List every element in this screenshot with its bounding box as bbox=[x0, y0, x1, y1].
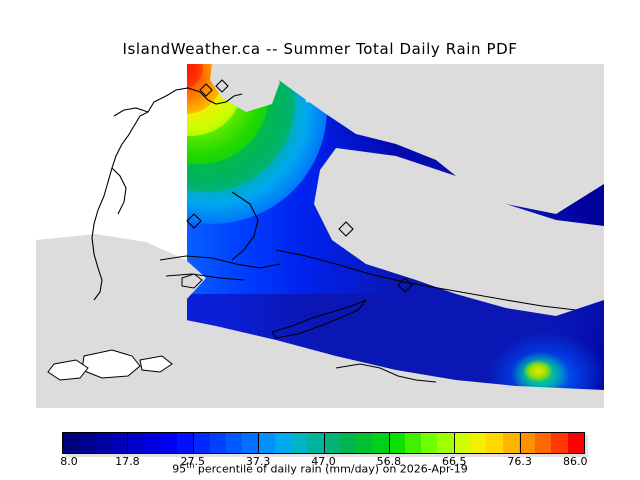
colorbar[interactable] bbox=[62, 432, 588, 457]
colorbar-caption: 95th percentile of daily rain (mm/day) o… bbox=[0, 461, 640, 476]
lake-southwest-a bbox=[81, 349, 141, 379]
colorbar-band-23 bbox=[437, 433, 454, 453]
colorbar-band-20 bbox=[388, 433, 405, 453]
colorbar-band-10 bbox=[225, 433, 243, 453]
colorbar-tick-2 bbox=[193, 432, 194, 454]
colorbar-band-12 bbox=[258, 433, 275, 453]
colorbar-band-0 bbox=[63, 433, 80, 453]
colorbar-band-31 bbox=[567, 433, 584, 453]
colorbar-band-26 bbox=[486, 433, 503, 453]
map-canvas[interactable] bbox=[36, 64, 604, 408]
colorbar-tick-4 bbox=[324, 432, 325, 454]
colorbar-band-17 bbox=[339, 433, 357, 453]
colorbar-band-22 bbox=[421, 433, 438, 453]
colorbar-band-15 bbox=[307, 433, 324, 453]
lake-southwest-b bbox=[47, 359, 89, 381]
colorbar-band-6 bbox=[160, 433, 177, 453]
colorbar-label-5: 56.8 bbox=[376, 455, 402, 468]
colorbar-tick-5 bbox=[389, 432, 390, 454]
colorbar-label-4: 47.0 bbox=[311, 455, 336, 468]
colorbar-band-24 bbox=[453, 433, 471, 453]
caption-percentile-suffix: th bbox=[186, 461, 195, 470]
colorbar-label-3: 37.3 bbox=[245, 455, 271, 468]
colorbar-label-0: 8.0 bbox=[60, 455, 78, 468]
colorbar-band-2 bbox=[95, 433, 112, 453]
colorbar-band-28 bbox=[518, 433, 536, 453]
caption-text: percentile of daily rain (mm/day) on 202… bbox=[194, 462, 468, 476]
colorbar-band-5 bbox=[144, 433, 161, 453]
lake-southwest-c bbox=[139, 355, 173, 373]
colorbar-tick-labels: 8.0 17.8 27.5 37.3 47.0 56.8 66.5 76.3 86.0 bbox=[0, 455, 640, 469]
nodata-region-lower-left bbox=[36, 64, 64, 194]
colorbar-tick-3 bbox=[258, 432, 259, 454]
colorbar-band-25 bbox=[470, 433, 487, 453]
colorbar-label-2: 27.5 bbox=[180, 455, 206, 468]
rain-raster bbox=[187, 64, 604, 408]
colorbar-band-21 bbox=[404, 433, 422, 453]
colorbar-band-1 bbox=[79, 433, 96, 453]
colorbar-band-18 bbox=[356, 433, 373, 453]
hotspot-southeast-core bbox=[523, 360, 553, 382]
page-title: IslandWeather.ca -- Summer Total Daily R… bbox=[122, 40, 518, 58]
colorbar-label-7: 76.3 bbox=[507, 455, 532, 468]
colorbar-band-19 bbox=[372, 433, 389, 453]
colorbar-label-8: 86.0 bbox=[562, 455, 588, 468]
colorbar-tick-6 bbox=[454, 432, 455, 454]
colorbar-label-6: 66.5 bbox=[442, 455, 467, 468]
colorbar-band-27 bbox=[502, 433, 519, 453]
colorbar-band-8 bbox=[193, 433, 210, 453]
colorbar-band-16 bbox=[323, 433, 340, 453]
colorbar-label-1: 17.8 bbox=[115, 455, 140, 468]
colorbar-band-30 bbox=[551, 433, 568, 453]
colorbar-band-9 bbox=[209, 433, 226, 453]
colorbar-band-11 bbox=[242, 433, 259, 453]
colorbar-tick-7 bbox=[520, 432, 521, 454]
colorbar-band-4 bbox=[128, 433, 145, 453]
caption-percentile-number: 95 bbox=[172, 462, 187, 476]
colorbar-band-13 bbox=[274, 433, 291, 453]
colorbar-band-3 bbox=[111, 433, 129, 453]
colorbar-band-7 bbox=[176, 433, 194, 453]
colorbar-band-29 bbox=[535, 433, 552, 453]
colorbar-tick-1 bbox=[127, 432, 128, 454]
colorbar-band-14 bbox=[290, 433, 308, 453]
